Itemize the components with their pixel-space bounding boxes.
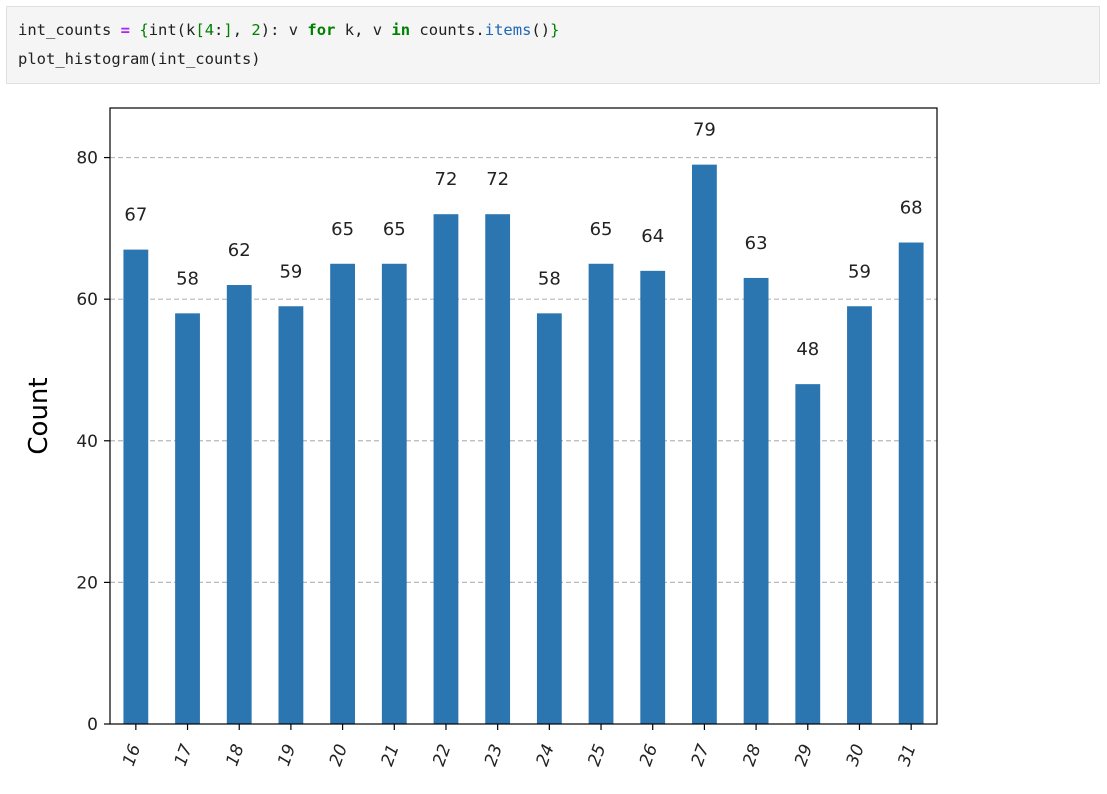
- bar: [692, 164, 717, 724]
- y-axis: 0 20 40 60 80: [76, 149, 110, 735]
- code-token: }: [550, 21, 560, 39]
- code-token: 4: [204, 21, 215, 39]
- bar: [743, 277, 769, 724]
- bar: [123, 249, 149, 724]
- bar: [485, 214, 511, 724]
- bar-data-label: 63: [745, 233, 768, 254]
- x-tick-label: 30: [843, 742, 869, 769]
- code-token: ): v: [260, 21, 308, 39]
- code-token: [130, 21, 139, 39]
- bar-data-label: 65: [383, 219, 406, 240]
- code-token: 2: [251, 21, 261, 39]
- code-token: [: [195, 21, 205, 39]
- bar-data-label: 59: [279, 261, 302, 282]
- code-editor[interactable]: int_counts = {int(k[4:], 2): v for k, v …: [7, 7, 1099, 74]
- code-token: int(k: [148, 21, 196, 39]
- bar-data-labels: 67 58 62 59 65 65 72 72 58 65 64 79 63 48 59 68: [124, 120, 922, 360]
- bar: [898, 242, 924, 724]
- bar: [226, 285, 252, 724]
- code-token: counts.: [410, 21, 485, 39]
- code-token: {: [139, 21, 149, 39]
- bar-data-label: 58: [538, 268, 561, 289]
- bar: [278, 306, 304, 724]
- y-tick-label: 80: [76, 149, 98, 169]
- x-tick-label: 23: [481, 742, 507, 769]
- bar-data-label: 67: [124, 205, 147, 226]
- bar: [381, 263, 407, 724]
- x-tick-label: 27: [688, 742, 714, 769]
- bar: [536, 313, 562, 724]
- bar: [330, 263, 355, 724]
- x-tick-label: 20: [326, 742, 352, 769]
- bar-data-label: 65: [590, 219, 613, 240]
- bars: [123, 164, 924, 724]
- bar: [175, 313, 200, 724]
- y-tick-label: 40: [76, 432, 98, 452]
- bar-data-label: 79: [693, 120, 716, 141]
- code-line-1: int_counts = {int(k[4:], 2): v for k, v …: [18, 21, 559, 39]
- code-cell[interactable]: int_counts = {int(k[4:], 2): v for k, v …: [6, 6, 1100, 84]
- x-tick-label: 24: [533, 742, 559, 769]
- bar-data-label: 72: [486, 169, 509, 190]
- y-tick-label: 0: [87, 715, 98, 735]
- bar-data-label: 65: [331, 219, 354, 240]
- x-tick-label: 21: [377, 742, 403, 769]
- y-tick-label: 20: [76, 573, 98, 593]
- y-axis-label: Count: [24, 377, 54, 454]
- code-token: in: [391, 21, 411, 39]
- x-tick-label: 19: [274, 742, 300, 769]
- bar-data-label: 48: [796, 339, 819, 360]
- x-tick-label: 16: [119, 742, 145, 769]
- code-token: (): [531, 21, 551, 39]
- plot-frame: [109, 107, 938, 725]
- code-token: k, v: [335, 21, 392, 39]
- x-tick-label: 28: [739, 742, 765, 769]
- code-token: :: [214, 21, 224, 39]
- code-token: ]: [223, 21, 233, 39]
- bar: [847, 306, 872, 724]
- bar-data-label: 64: [641, 226, 664, 247]
- code-token: items: [484, 21, 532, 39]
- x-tick-label: 17: [171, 742, 197, 769]
- x-tick-label: 29: [791, 742, 817, 769]
- code-token: ,: [232, 21, 252, 39]
- bar: [433, 214, 459, 724]
- x-axis: 16 17 18 19 20 21 22 23 24 25 26 27 28 29 30 31: [119, 724, 921, 769]
- bar-data-label: 72: [435, 169, 458, 190]
- bar-data-label: 58: [176, 268, 199, 289]
- bar-data-label: 62: [228, 240, 251, 261]
- x-tick-label: 18: [222, 742, 248, 769]
- code-token: int_counts: [18, 21, 121, 39]
- bar-data-label: 68: [900, 198, 923, 219]
- x-tick-label: 22: [429, 742, 455, 769]
- code-token: for: [307, 21, 336, 39]
- bar: [640, 270, 666, 724]
- x-tick-label: 25: [584, 742, 610, 769]
- code-token: =: [120, 21, 130, 39]
- bar-data-label: 59: [848, 261, 871, 282]
- code-line-2: plot_histogram(int_counts): [18, 50, 261, 68]
- x-tick-label: 26: [636, 742, 662, 769]
- y-tick-label: 60: [76, 290, 98, 310]
- histogram-chart: 67 58 62 59 65 65 72 72 58 65 64 79 63 48 59 68 0 20 40 60…: [24, 107, 938, 769]
- cell-output: 67 58 62 59 65 65 72 72 58 65 64 79 63 48 59 68 0 20 40 60…: [0, 90, 1107, 790]
- bar: [795, 384, 821, 724]
- x-tick-label: 31: [894, 742, 920, 769]
- bar: [588, 263, 614, 724]
